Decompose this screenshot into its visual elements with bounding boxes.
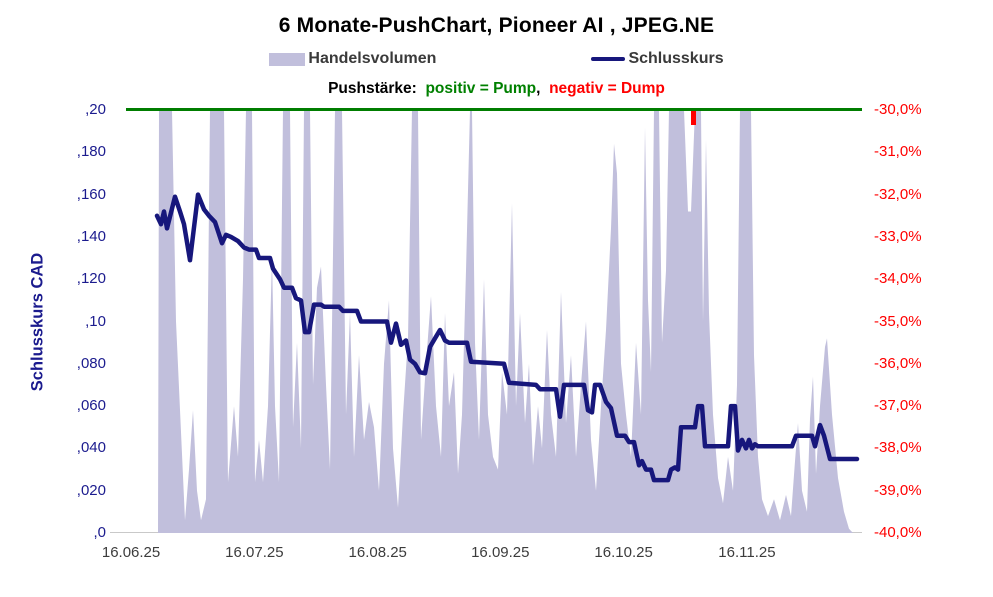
y-left-tick-label: ,120 (76, 270, 106, 288)
y-left-tick-label: ,060 (76, 397, 106, 415)
plot-area (110, 108, 862, 533)
y-right-tick-label: -31,0% (874, 143, 922, 161)
y-left-tick-label: ,180 (76, 143, 106, 161)
y-right-tick-label: -38,0% (874, 439, 922, 457)
legend-close-label: Schlusskurs (628, 50, 724, 67)
y-left-tick-label: ,080 (76, 354, 106, 372)
pushstaerke-subtitle: Pushstärke: positiv = Pump, negativ = Du… (0, 80, 993, 98)
plot-svg (154, 110, 862, 533)
pump-reference-line (126, 108, 862, 111)
chart-title: 6 Monate-PushChart, Pioneer AI , JPEG.NE (278, 14, 715, 37)
y-right-tick-label: -40,0% (874, 524, 922, 541)
y-left-tick-label: ,140 (76, 227, 106, 245)
subtitle-separator: , (536, 80, 550, 97)
x-axis-tick-label: 16.06.25 (101, 544, 161, 561)
legend: Handelsvolumen Schlusskurs (0, 50, 993, 68)
y-right-tick-label: -39,0% (874, 481, 922, 499)
x-axis-tick-label: 16.09.25 (471, 544, 530, 561)
x-axis-tick-label: 16.07.25 (225, 544, 284, 561)
x-axis-tick-label: 16.08.25 (348, 544, 407, 561)
subtitle-positive-pump: positiv = Pump (425, 80, 537, 97)
legend-volume-label: Handelsvolumen (308, 50, 437, 67)
close-line-swatch-icon (591, 57, 626, 61)
y-right-tick-label: -36,0% (874, 354, 922, 372)
legend-item-volume: Handelsvolumen (269, 50, 436, 68)
subtitle-negative-dump: negativ = Dump (549, 80, 665, 97)
y-right-tick-label: -35,0% (874, 312, 922, 330)
y-right-tick-label: -32,0% (874, 185, 922, 203)
y-left-tick-label: ,10 (85, 312, 106, 330)
x-axis-tick-label: 16.11.25 (718, 544, 776, 561)
y-right-axis-ticks: -30,0% -31,0% -32,0% -33,0% -34,0% -35,0% -36,… (874, 101, 984, 541)
y-left-tick-label: ,20 (85, 101, 106, 118)
dump-marker (690, 111, 696, 125)
y-left-tick-label: ,020 (76, 481, 106, 499)
volume-area-series (158, 110, 862, 533)
y-right-tick-label: -34,0% (874, 270, 922, 288)
y-left-tick-label: ,160 (76, 185, 106, 203)
subtitle-prefix: Pushstärke: (328, 80, 426, 97)
x-axis-tick-label: 16.10.25 (594, 544, 653, 561)
y-left-tick-label: ,040 (76, 439, 106, 457)
volume-swatch-icon (269, 52, 306, 66)
y-right-tick-label: -30,0% (874, 101, 922, 118)
y-right-tick-label: -33,0% (874, 227, 922, 245)
legend-item-close: Schlusskurs (591, 50, 724, 68)
y-right-tick-label: -37,0% (874, 397, 922, 415)
y-left-tick-label: ,0 (93, 524, 106, 541)
y-left-axis-ticks: ,20 ,180 ,160 ,140 ,120 ,10 ,080 ,060 ,040 ,020 ,0 (0, 101, 106, 541)
close-line-series (154, 192, 860, 483)
